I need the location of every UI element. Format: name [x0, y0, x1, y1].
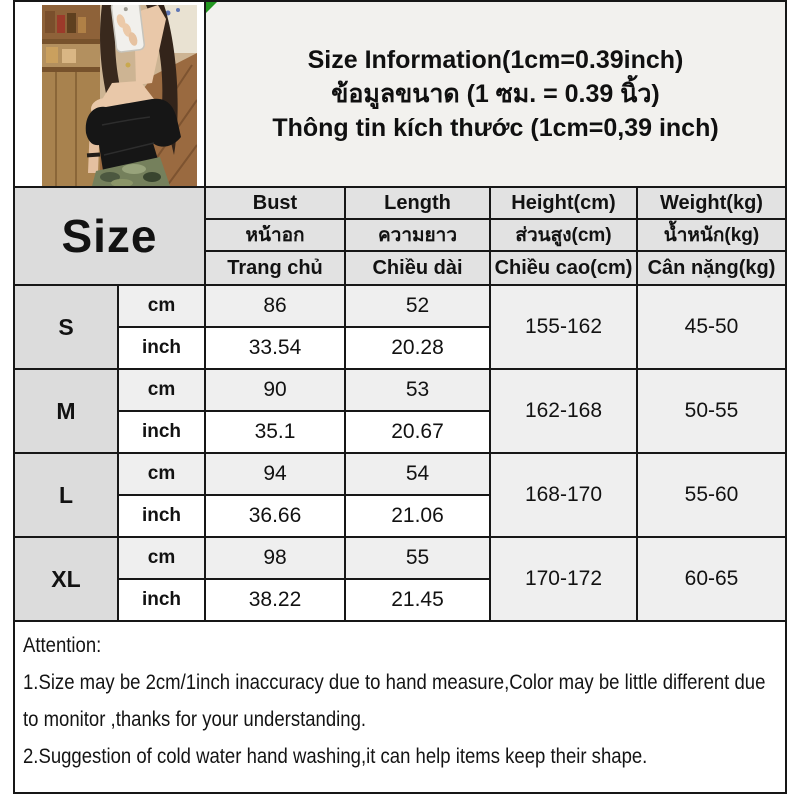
cell-corner-note-marker-icon	[206, 2, 217, 13]
value-m-cm-bust: 90	[206, 370, 346, 412]
value-xl-inch-length: 21.45	[346, 580, 491, 622]
size-corner-header: Size	[15, 188, 206, 286]
value-xl-cm-length: 55	[346, 538, 491, 580]
value-s-inch-bust: 33.54	[206, 328, 346, 370]
unit-inch-xl: inch	[119, 580, 206, 622]
value-xl-inch-bust: 38.22	[206, 580, 346, 622]
value-s-cm-length: 52	[346, 286, 491, 328]
size-information-title-cell: Size Information(1cm=0.39inch) ข้อมูลขนา…	[206, 2, 785, 188]
size-label-m: M	[15, 370, 119, 454]
header-bust-en: Bust	[206, 188, 346, 220]
size-label-l: L	[15, 454, 119, 538]
product-photo-cell	[15, 2, 206, 188]
unit-inch-s: inch	[119, 328, 206, 370]
value-m-inch-bust: 35.1	[206, 412, 346, 454]
size-label-xl: XL	[15, 538, 119, 622]
value-xl-weight: 60-65	[638, 538, 785, 622]
value-s-cm-bust: 86	[206, 286, 346, 328]
unit-cm-m: cm	[119, 370, 206, 412]
header-weight-th: น้ำหนัก(kg)	[638, 220, 785, 252]
header-length-en: Length	[346, 188, 491, 220]
value-s-height: 155-162	[491, 286, 638, 370]
model-selfie-illustration	[42, 2, 198, 186]
value-l-inch-bust: 36.66	[206, 496, 346, 538]
title-line-th: ข้อมูลขนาด (1 ซม. = 0.39 นิ้ว)	[331, 80, 660, 108]
attention-line-2: 2.Suggestion of cold water hand washing,…	[23, 744, 648, 768]
header-height-th: ส่วนสูง(cm)	[491, 220, 638, 252]
unit-inch-l: inch	[119, 496, 206, 538]
attention-note: Attention: 1.Size may be 2cm/1inch inacc…	[15, 622, 785, 792]
unit-cm-xl: cm	[119, 538, 206, 580]
size-label-s: S	[15, 286, 119, 370]
attention-heading: Attention:	[23, 633, 102, 657]
value-xl-cm-bust: 98	[206, 538, 346, 580]
title-line-vi: Thông tin kích thước (1cm=0,39 inch)	[272, 114, 719, 142]
value-xl-height: 170-172	[491, 538, 638, 622]
product-photo	[42, 2, 198, 186]
value-m-cm-length: 53	[346, 370, 491, 412]
header-bust-vi: Trang chủ	[206, 252, 346, 286]
header-bust-th: หน้าอก	[206, 220, 346, 252]
value-l-inch-length: 21.06	[346, 496, 491, 538]
value-l-height: 168-170	[491, 454, 638, 538]
unit-cm-s: cm	[119, 286, 206, 328]
header-height-en: Height(cm)	[491, 188, 638, 220]
value-m-height: 162-168	[491, 370, 638, 454]
value-m-weight: 50-55	[638, 370, 785, 454]
value-l-cm-length: 54	[346, 454, 491, 496]
attention-line-1: 1.Size may be 2cm/1inch inaccuracy due t…	[23, 670, 766, 731]
header-height-vi: Chiều cao(cm)	[491, 252, 638, 286]
header-length-th: ความยาว	[346, 220, 491, 252]
title-line-en: Size Information(1cm=0.39inch)	[307, 46, 684, 74]
size-chart-sheet: Size Information(1cm=0.39inch) ข้อมูลขนา…	[13, 0, 787, 794]
unit-cm-l: cm	[119, 454, 206, 496]
value-m-inch-length: 20.67	[346, 412, 491, 454]
unit-inch-m: inch	[119, 412, 206, 454]
value-s-inch-length: 20.28	[346, 328, 491, 370]
value-l-weight: 55-60	[638, 454, 785, 538]
header-weight-vi: Cân nặng(kg)	[638, 252, 785, 286]
value-s-weight: 45-50	[638, 286, 785, 370]
header-length-vi: Chiều dài	[346, 252, 491, 286]
header-weight-en: Weight(kg)	[638, 188, 785, 220]
value-l-cm-bust: 94	[206, 454, 346, 496]
